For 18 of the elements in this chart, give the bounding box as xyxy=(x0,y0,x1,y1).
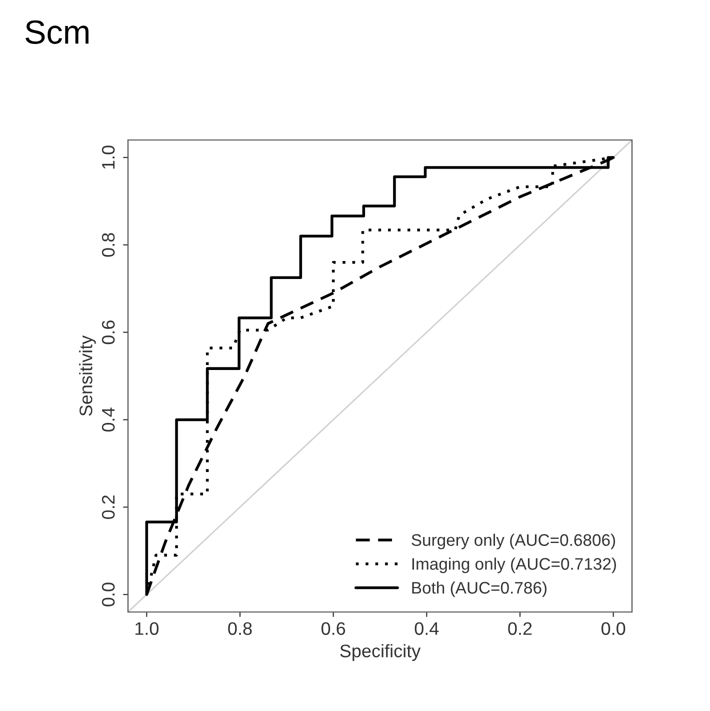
legend-label: Imaging only (AUC=0.7132) xyxy=(412,558,616,574)
legend-label: Both (AUC=0.786) xyxy=(412,581,546,597)
y-axis-title: Sensitivity xyxy=(79,335,96,416)
legend-label: Surgery only (AUC=0.6806) xyxy=(412,534,616,550)
y-tick-label: 1.0 xyxy=(102,146,115,169)
x-tick-label: 0.2 xyxy=(508,622,532,635)
y-tick-label: 0.2 xyxy=(102,495,115,519)
x-tick-label: 0.0 xyxy=(601,622,626,635)
y-tick-label: 0.4 xyxy=(102,408,115,432)
y-tick-label: 0.6 xyxy=(102,320,115,344)
x-tick-label: 0.6 xyxy=(321,622,346,635)
y-tick-label: 0.8 xyxy=(102,233,115,257)
y-tick-label: 0.0 xyxy=(102,582,115,606)
chart-title: Scm xyxy=(26,20,88,44)
x-axis-title: Specificity xyxy=(340,644,421,661)
x-tick-label: 0.4 xyxy=(414,622,439,635)
x-tick-label: 0.8 xyxy=(228,622,252,635)
x-tick-label: 1.0 xyxy=(135,622,159,635)
